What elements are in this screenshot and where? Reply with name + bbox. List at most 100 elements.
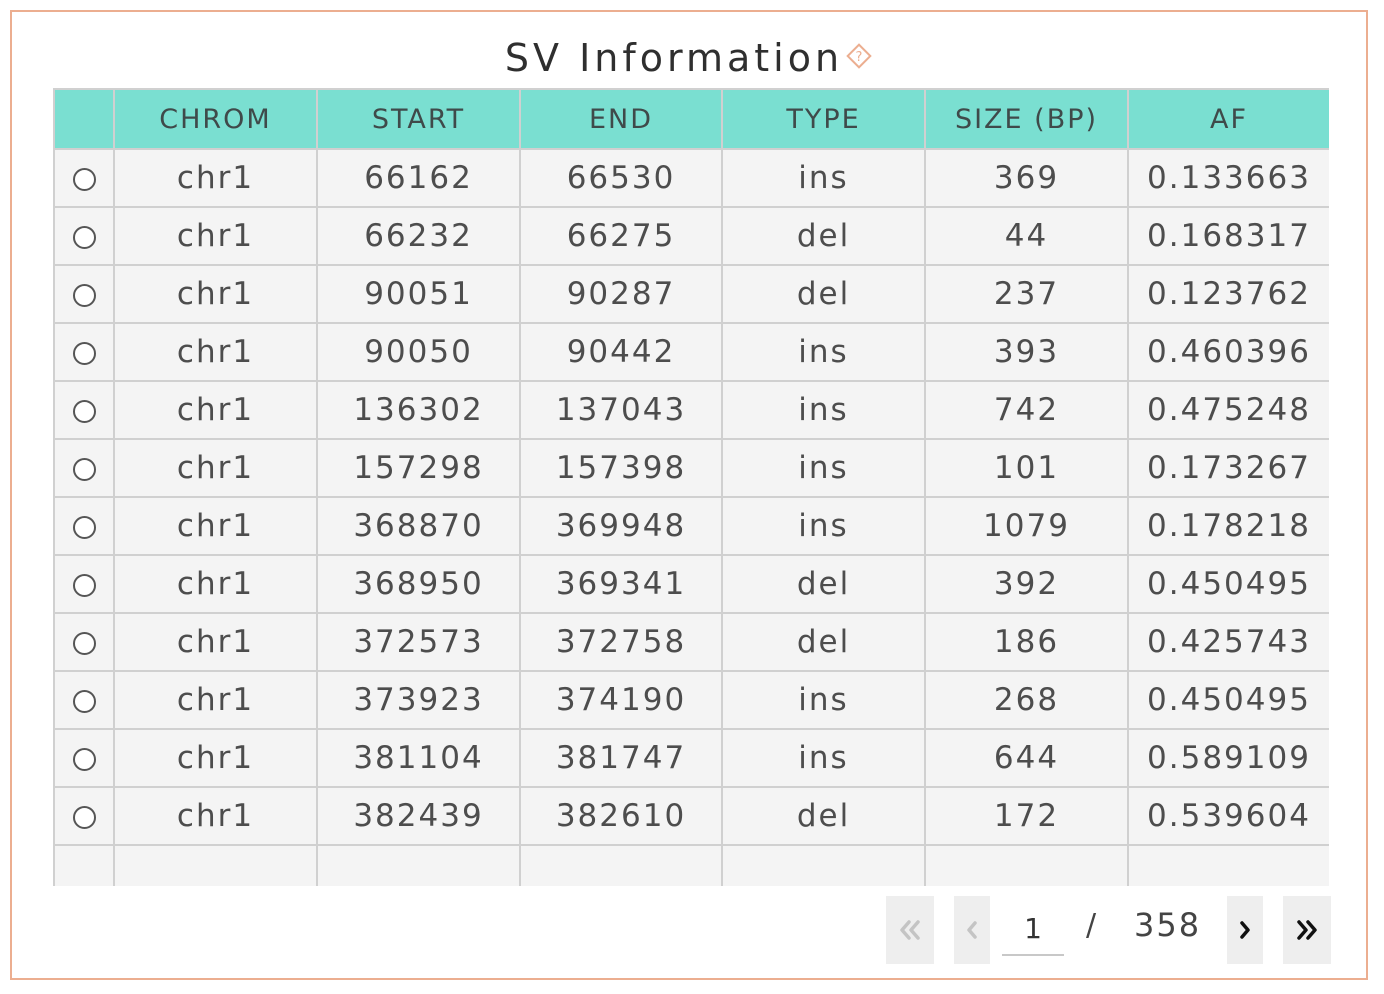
table-row[interactable]: chr1 136302 137043 ins 742 0.475248 (53, 380, 1329, 440)
row-radio[interactable] (72, 690, 96, 713)
type-cell: ins (721, 322, 926, 382)
empty-cell (519, 844, 723, 886)
empty-cell (1127, 844, 1329, 886)
row-radio[interactable] (72, 458, 96, 481)
af-cell: 0.450495 (1127, 670, 1329, 730)
end-cell: 90442 (519, 322, 723, 382)
table-row[interactable]: chr1 66162 66530 ins 369 0.133663 (53, 148, 1329, 208)
header-row: CHROM START END TYPE SIZE (BP) AF (53, 88, 1329, 150)
select-cell[interactable] (53, 612, 115, 672)
table-row[interactable]: chr1 382439 382610 del 172 0.539604 (53, 786, 1329, 846)
end-cell: 137043 (519, 380, 723, 440)
page-separator: / (1086, 908, 1097, 943)
row-radio[interactable] (72, 806, 96, 829)
start-cell: 136302 (316, 380, 521, 440)
total-pages: 358 (1134, 906, 1202, 944)
row-radio[interactable] (72, 284, 96, 307)
sv-table: CHROM START END TYPE SIZE (BP) AF chr1 66162 66… (53, 88, 1329, 886)
row-radio[interactable] (72, 632, 96, 655)
chrom-cell: chr1 (113, 670, 318, 730)
start-cell: 66232 (316, 206, 521, 266)
type-cell: del (721, 206, 926, 266)
select-cell[interactable] (53, 786, 115, 846)
double-chevron-right-icon (1297, 920, 1317, 940)
sv-table-container[interactable]: CHROM START END TYPE SIZE (BP) AF chr1 66162 66… (53, 88, 1329, 886)
next-page-button[interactable] (1227, 896, 1263, 964)
af-cell: 0.123762 (1127, 264, 1329, 324)
start-cell: 66162 (316, 148, 521, 208)
chrom-cell: chr1 (113, 206, 318, 266)
table-row[interactable]: chr1 157298 157398 ins 101 0.173267 (53, 438, 1329, 498)
select-cell[interactable] (53, 496, 115, 556)
size-cell: 644 (924, 728, 1129, 788)
select-cell[interactable] (53, 380, 115, 440)
title-row: SV Information ? (12, 34, 1366, 84)
table-row[interactable]: chr1 90051 90287 del 237 0.123762 (53, 264, 1329, 324)
size-cell: 268 (924, 670, 1129, 730)
column-header: START (316, 88, 521, 150)
double-chevron-left-icon (900, 920, 920, 940)
select-cell[interactable] (53, 554, 115, 614)
size-cell: 392 (924, 554, 1129, 614)
sv-information-panel: SV Information ? CHROM START END TYPE SIZE (… (10, 10, 1368, 980)
row-radio[interactable] (72, 168, 96, 191)
chrom-cell: chr1 (113, 612, 318, 672)
af-cell: 0.178218 (1127, 496, 1329, 556)
af-cell: 0.168317 (1127, 206, 1329, 266)
size-cell: 742 (924, 380, 1129, 440)
row-radio[interactable] (72, 226, 96, 249)
start-cell: 381104 (316, 728, 521, 788)
first-page-button[interactable] (886, 896, 934, 964)
type-cell: del (721, 612, 926, 672)
af-cell: 0.133663 (1127, 148, 1329, 208)
af-cell: 0.450495 (1127, 554, 1329, 614)
table-row[interactable]: chr1 372573 372758 del 186 0.425743 (53, 612, 1329, 672)
end-cell: 372758 (519, 612, 723, 672)
end-cell: 374190 (519, 670, 723, 730)
start-cell: 382439 (316, 786, 521, 846)
row-radio[interactable] (72, 342, 96, 365)
af-cell: 0.539604 (1127, 786, 1329, 846)
type-cell: del (721, 554, 926, 614)
end-cell: 157398 (519, 438, 723, 498)
empty-cell (53, 844, 115, 886)
row-radio[interactable] (72, 748, 96, 771)
table-row[interactable]: chr1 90050 90442 ins 393 0.460396 (53, 322, 1329, 382)
column-header: END (519, 88, 723, 150)
row-radio[interactable] (72, 516, 96, 539)
header-select (53, 88, 115, 150)
prev-page-button[interactable] (954, 896, 990, 964)
end-cell: 382610 (519, 786, 723, 846)
type-cell: ins (721, 438, 926, 498)
page-number-input[interactable] (1002, 902, 1064, 956)
end-cell: 66275 (519, 206, 723, 266)
column-header: AF (1127, 88, 1329, 150)
chrom-cell: chr1 (113, 786, 318, 846)
table-row[interactable]: chr1 66232 66275 del 44 0.168317 (53, 206, 1329, 266)
af-cell: 0.460396 (1127, 322, 1329, 382)
row-radio[interactable] (72, 574, 96, 597)
table-row[interactable]: chr1 368870 369948 ins 1079 0.178218 (53, 496, 1329, 556)
size-cell: 101 (924, 438, 1129, 498)
type-cell: ins (721, 670, 926, 730)
select-cell[interactable] (53, 670, 115, 730)
empty-cell (316, 844, 521, 886)
size-cell: 186 (924, 612, 1129, 672)
empty-cell (721, 844, 926, 886)
size-cell: 172 (924, 786, 1129, 846)
table-row[interactable]: chr1 381104 381747 ins 644 0.589109 (53, 728, 1329, 788)
size-cell: 44 (924, 206, 1129, 266)
last-page-button[interactable] (1283, 896, 1331, 964)
start-cell: 368950 (316, 554, 521, 614)
chrom-cell: chr1 (113, 264, 318, 324)
select-cell[interactable] (53, 438, 115, 498)
select-cell[interactable] (53, 728, 115, 788)
select-cell[interactable] (53, 148, 115, 208)
select-cell[interactable] (53, 322, 115, 382)
select-cell[interactable] (53, 264, 115, 324)
select-cell[interactable] (53, 206, 115, 266)
row-radio[interactable] (72, 400, 96, 423)
help-diamond-icon[interactable]: ? (845, 42, 873, 70)
table-row[interactable]: chr1 368950 369341 del 392 0.450495 (53, 554, 1329, 614)
table-row[interactable]: chr1 373923 374190 ins 268 0.450495 (53, 670, 1329, 730)
